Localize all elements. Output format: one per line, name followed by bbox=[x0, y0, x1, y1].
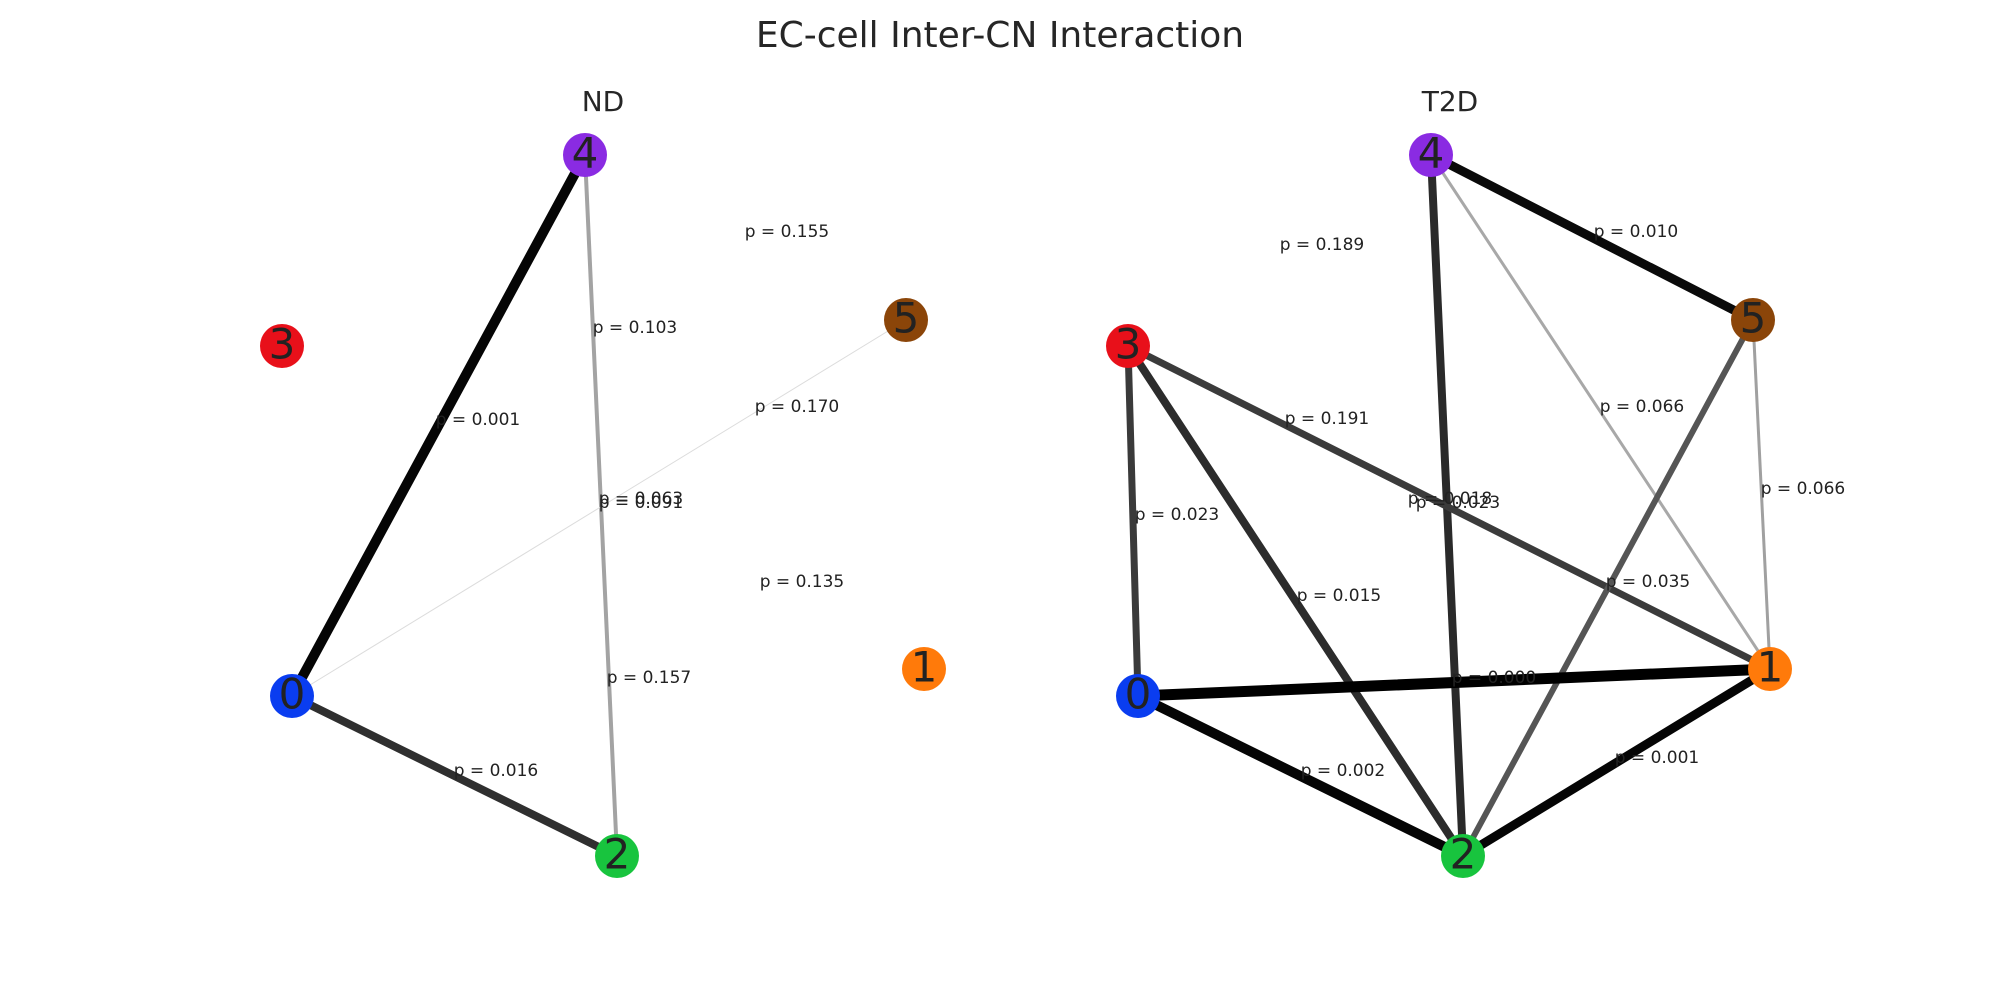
node-label-4: 4 bbox=[572, 129, 599, 178]
edge-4-1 bbox=[1429, 153, 1772, 671]
nd-nodes: 0 1 2 3 4 5 bbox=[260, 129, 946, 879]
edge-0-1 bbox=[1132, 663, 1776, 702]
node-label-4: 4 bbox=[1418, 129, 1445, 178]
edge-label-3-0: p = 0.023 bbox=[1135, 505, 1220, 525]
edge-4-5 bbox=[1426, 150, 1758, 325]
edge-label-0-5: p = 0.170 bbox=[755, 397, 840, 417]
edge-0-5 bbox=[291, 319, 907, 697]
edge-5-2 bbox=[1460, 317, 1756, 859]
node-circle-5 bbox=[1731, 298, 1775, 342]
node-label-5: 5 bbox=[893, 294, 920, 343]
node-0: 0 bbox=[270, 670, 314, 719]
node-label-1: 1 bbox=[911, 643, 938, 692]
node-4: 4 bbox=[563, 129, 607, 178]
node-circle-0 bbox=[1116, 674, 1160, 718]
edge-2-1 bbox=[1458, 664, 1775, 861]
node-circle-3 bbox=[260, 324, 304, 368]
nd-edges bbox=[287, 150, 907, 860]
edge-label-4-5: p = 0.010 bbox=[1594, 222, 1679, 242]
edge-0-4 bbox=[287, 150, 590, 701]
node-circle-3 bbox=[1106, 324, 1150, 368]
edge-3-1 bbox=[1124, 342, 1774, 673]
edge-label-0-2: p = 0.016 bbox=[454, 761, 539, 781]
edge-label-unattached: p = 0.157 bbox=[607, 668, 692, 688]
panel-title-nd: ND bbox=[582, 85, 625, 118]
node-0: 0 bbox=[1116, 670, 1160, 719]
edge-label-3-1: p = 0.191 bbox=[1285, 409, 1370, 429]
node-circle-0 bbox=[270, 674, 314, 718]
t2d-nodes: 0 1 2 3 4 5 bbox=[1106, 129, 1792, 879]
edge-0-2 bbox=[1133, 691, 1468, 861]
node-label-2: 2 bbox=[604, 830, 631, 879]
node-circle-4 bbox=[1409, 133, 1453, 177]
edge-label-0-4: p = 0.001 bbox=[436, 410, 521, 430]
node-circle-1 bbox=[1748, 647, 1792, 691]
node-label-1: 1 bbox=[1757, 643, 1784, 692]
edge-label-2-1: p = 0.001 bbox=[1615, 748, 1700, 768]
node-5: 5 bbox=[884, 294, 928, 343]
edge-label-unattached: p = 0.063 bbox=[599, 489, 684, 509]
edge-3-2 bbox=[1124, 342, 1467, 860]
edge-4-2 bbox=[583, 153, 619, 858]
edge-0-2 bbox=[288, 692, 621, 860]
edge-label-unattached: p = 0.189 bbox=[1280, 235, 1365, 255]
t2d-edges bbox=[1124, 150, 1776, 861]
node-circle-4 bbox=[563, 133, 607, 177]
t2d-edge-labels: p = 0.010 p = 0.018 p = 0.066 p = 0.023 p = … bbox=[1135, 222, 1846, 781]
node-circle-2 bbox=[595, 834, 639, 878]
edge-label-unattached: p = 0.023 bbox=[1416, 493, 1501, 513]
edge-label-unattached: p = 0.155 bbox=[745, 222, 830, 242]
node-2: 2 bbox=[595, 830, 639, 879]
node-label-2: 2 bbox=[1450, 830, 1477, 879]
nd-edge-labels: p = 0.001 p = 0.103 p = 0.170 p = 0.016 p = … bbox=[436, 222, 845, 781]
node-1: 1 bbox=[1748, 643, 1792, 692]
edge-label-4-1: p = 0.066 bbox=[1600, 397, 1685, 417]
edge-3-0 bbox=[1124, 342, 1142, 700]
node-3: 3 bbox=[260, 320, 304, 369]
edge-label-4-2: p = 0.018 bbox=[1408, 489, 1493, 509]
edge-label-3-2: p = 0.015 bbox=[1297, 586, 1382, 606]
node-4: 4 bbox=[1409, 129, 1453, 178]
node-2: 2 bbox=[1441, 830, 1485, 879]
edge-label-0-2: p = 0.002 bbox=[1301, 761, 1386, 781]
figure-title: EC-cell Inter-CN Interaction bbox=[756, 15, 1244, 56]
node-circle-5 bbox=[884, 298, 928, 342]
node-label-0: 0 bbox=[1125, 670, 1152, 719]
node-3: 3 bbox=[1106, 320, 1150, 369]
node-label-5: 5 bbox=[1740, 294, 1767, 343]
node-5: 5 bbox=[1731, 294, 1775, 343]
node-circle-1 bbox=[902, 647, 946, 691]
edge-label-5-1: p = 0.066 bbox=[1761, 479, 1846, 499]
edge-label-unattached: p = 0.135 bbox=[760, 572, 845, 592]
node-label-0: 0 bbox=[279, 670, 306, 719]
edge-5-1 bbox=[1751, 318, 1772, 671]
edge-label-unattached: p = 0.091 bbox=[599, 493, 684, 513]
node-circle-2 bbox=[1441, 834, 1485, 878]
edge-label-4-2: p = 0.103 bbox=[593, 318, 678, 338]
panel-title-t2d: T2D bbox=[1421, 85, 1478, 118]
node-label-3: 3 bbox=[1115, 320, 1142, 369]
edge-label-0-1: p = 0.000 bbox=[1452, 668, 1537, 688]
node-label-3: 3 bbox=[269, 320, 296, 369]
node-1: 1 bbox=[902, 643, 946, 692]
edge-label-5-2: p = 0.035 bbox=[1606, 572, 1691, 592]
